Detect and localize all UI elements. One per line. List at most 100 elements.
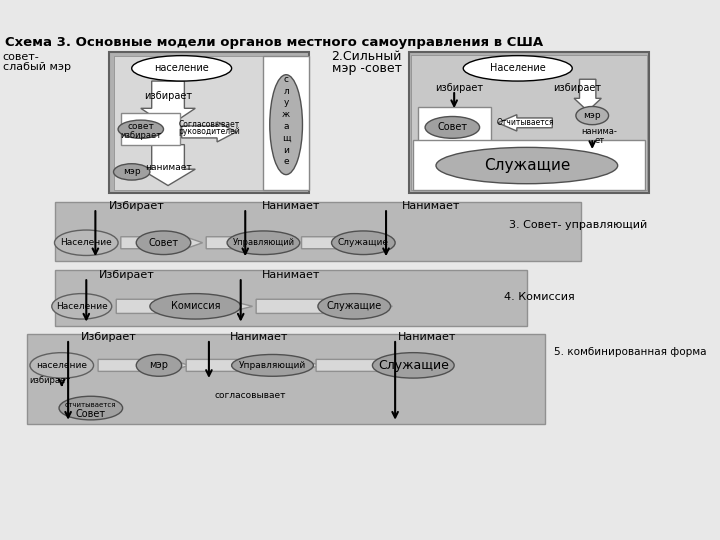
Text: л: л xyxy=(283,86,289,96)
Text: Совет: Совет xyxy=(148,238,179,248)
Text: избирает: избирает xyxy=(120,131,161,140)
Text: слабый мэр: слабый мэр xyxy=(3,63,71,72)
Text: 3. Совет- управляющий: 3. Совет- управляющий xyxy=(508,220,647,229)
Text: Население: Население xyxy=(490,63,546,73)
Polygon shape xyxy=(141,81,195,126)
Text: избирает: избирает xyxy=(435,83,483,93)
Ellipse shape xyxy=(318,294,390,319)
Text: с: с xyxy=(284,75,289,84)
Text: Служащие: Служащие xyxy=(338,238,389,247)
Text: 5. комбинированная форма: 5. комбинированная форма xyxy=(554,347,706,357)
Text: мэр: мэр xyxy=(123,167,140,177)
Text: Нанимает: Нанимает xyxy=(261,201,320,212)
Text: Служащие: Служащие xyxy=(378,359,449,372)
Ellipse shape xyxy=(114,164,150,180)
Polygon shape xyxy=(316,355,452,375)
Ellipse shape xyxy=(132,56,232,81)
Text: и: и xyxy=(283,146,289,154)
Text: Служащие: Служащие xyxy=(327,301,382,312)
Text: Комиссия: Комиссия xyxy=(171,301,220,312)
FancyBboxPatch shape xyxy=(27,334,545,424)
Polygon shape xyxy=(302,233,383,253)
FancyBboxPatch shape xyxy=(411,55,647,190)
Text: Население: Население xyxy=(56,302,107,311)
Polygon shape xyxy=(121,233,202,253)
Text: Нанимает: Нанимает xyxy=(397,332,456,342)
Text: отчитывается: отчитывается xyxy=(65,402,117,408)
Text: мэр: мэр xyxy=(583,111,601,120)
Polygon shape xyxy=(186,355,323,375)
Ellipse shape xyxy=(232,354,313,376)
Text: мэр: мэр xyxy=(150,360,168,370)
FancyBboxPatch shape xyxy=(418,106,490,147)
FancyBboxPatch shape xyxy=(409,52,649,193)
Text: Нанимает: Нанимает xyxy=(230,332,288,342)
Ellipse shape xyxy=(576,106,608,125)
FancyBboxPatch shape xyxy=(114,56,305,190)
Polygon shape xyxy=(498,114,552,131)
Text: избирает: избирает xyxy=(30,376,71,386)
Text: Избирает: Избирает xyxy=(81,332,137,342)
Polygon shape xyxy=(141,145,195,186)
Text: руководителей: руководителей xyxy=(178,127,240,137)
Text: нанимает: нанимает xyxy=(145,163,192,172)
Polygon shape xyxy=(98,355,189,375)
Ellipse shape xyxy=(118,120,163,138)
Ellipse shape xyxy=(30,353,94,378)
Text: Совет: Совет xyxy=(76,409,106,419)
FancyBboxPatch shape xyxy=(55,270,527,326)
Text: Нанимает: Нанимает xyxy=(261,271,320,280)
FancyBboxPatch shape xyxy=(264,56,309,190)
Text: а: а xyxy=(284,122,289,131)
Text: мэр -совет: мэр -совет xyxy=(331,62,402,75)
Text: совет-: совет- xyxy=(3,51,40,62)
Text: Управляющий: Управляющий xyxy=(233,238,294,247)
Text: ж: ж xyxy=(282,110,290,119)
Polygon shape xyxy=(256,294,392,318)
Text: щ: щ xyxy=(282,134,290,143)
Text: Нанимает: Нанимает xyxy=(402,201,461,212)
Ellipse shape xyxy=(136,231,191,254)
Text: Избирает: Избирает xyxy=(99,271,155,280)
Text: Отчитывается: Отчитывается xyxy=(496,118,554,127)
Text: Население: Население xyxy=(60,238,112,247)
Text: население: население xyxy=(36,361,87,370)
Ellipse shape xyxy=(59,396,122,420)
Polygon shape xyxy=(181,122,236,142)
Ellipse shape xyxy=(270,75,302,174)
Ellipse shape xyxy=(52,294,112,319)
Text: Согласовывает: Согласовывает xyxy=(179,120,240,129)
Text: е: е xyxy=(283,157,289,166)
Polygon shape xyxy=(574,79,601,111)
Polygon shape xyxy=(116,294,253,318)
Text: Совет: Совет xyxy=(437,123,467,132)
Text: избирает: избирает xyxy=(553,83,601,93)
Text: согласовывает: согласовывает xyxy=(214,391,286,400)
Text: Управляющий: Управляющий xyxy=(239,361,306,370)
Text: у: у xyxy=(284,98,289,107)
Text: Служащие: Служащие xyxy=(484,158,570,173)
Text: Избирает: Избирает xyxy=(109,201,164,212)
Text: избирает: избирает xyxy=(144,91,192,100)
Ellipse shape xyxy=(436,147,618,184)
Text: нанима-: нанима- xyxy=(582,127,618,137)
FancyBboxPatch shape xyxy=(413,140,645,190)
Text: Схема 3. Основные модели органов местного самоуправления в США: Схема 3. Основные модели органов местног… xyxy=(4,36,543,49)
Polygon shape xyxy=(206,233,288,253)
Text: ет: ет xyxy=(595,136,605,145)
Text: население: население xyxy=(154,63,209,73)
FancyBboxPatch shape xyxy=(109,52,309,193)
Text: 2.Сильный: 2.Сильный xyxy=(331,50,402,63)
Ellipse shape xyxy=(55,230,118,255)
Ellipse shape xyxy=(425,117,480,138)
FancyBboxPatch shape xyxy=(121,113,180,145)
Text: совет: совет xyxy=(127,122,154,131)
Ellipse shape xyxy=(463,56,572,81)
FancyBboxPatch shape xyxy=(55,202,581,261)
Ellipse shape xyxy=(136,354,181,376)
Ellipse shape xyxy=(372,353,454,378)
Ellipse shape xyxy=(150,294,240,319)
Ellipse shape xyxy=(331,231,395,254)
Ellipse shape xyxy=(227,231,300,254)
Text: 4. Комиссия: 4. Комиссия xyxy=(504,292,575,302)
